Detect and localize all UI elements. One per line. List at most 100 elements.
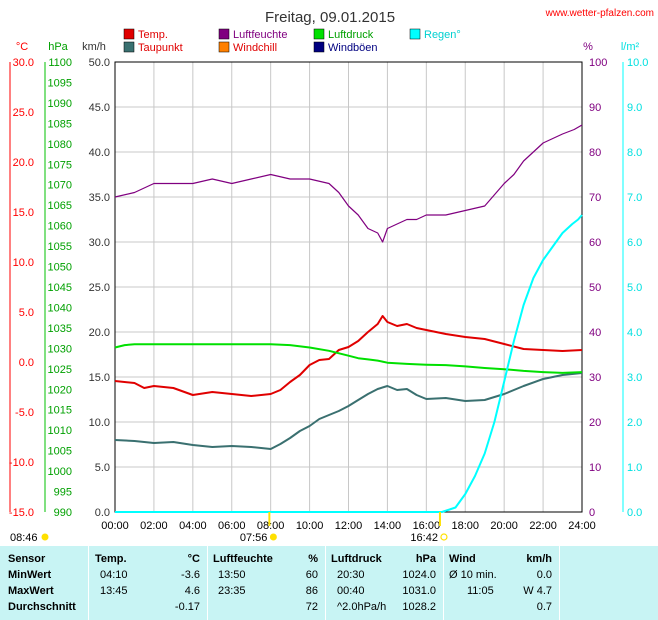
rain-tick-label: 7.0 xyxy=(627,192,642,204)
rain-tick-label: 3.0 xyxy=(627,372,642,384)
weather-chart: Freitag, 09.01.2015 www.wetter-pfalzen.c… xyxy=(9,8,654,544)
temp-tick-label: -5.0 xyxy=(15,407,34,419)
sun-markers: 08:46 07:56 16:42 xyxy=(10,512,448,544)
x-tick-label: 14:00 xyxy=(374,520,402,532)
pressure-tick-label: 1055 xyxy=(48,241,72,253)
legend-swatch xyxy=(123,28,135,40)
divider xyxy=(443,546,444,620)
moon-icon xyxy=(440,533,448,541)
pressure-tick-label: 1095 xyxy=(48,77,72,89)
legend-label: Windböen xyxy=(328,42,378,54)
series-line-3 xyxy=(114,343,583,374)
humidity-tick-label: 30 xyxy=(589,372,601,384)
pressure-unit: hPa xyxy=(48,41,68,53)
divider xyxy=(88,546,89,620)
rain-tick-label: 5.0 xyxy=(627,282,642,294)
x-tick-label: 08:00 xyxy=(257,520,285,532)
rain-tick-label: 1.0 xyxy=(627,462,642,474)
pressure-time: 20:30 xyxy=(337,569,365,581)
pressure-tick-label: 1010 xyxy=(48,425,72,437)
header-sensor: Sensor xyxy=(8,553,46,565)
stats-table: Sensor Temp. °C Luftfeuchte % Luftdruck … xyxy=(0,546,658,620)
temp-tick-label: -15.0 xyxy=(9,507,34,519)
legend-label: Luftdruck xyxy=(328,29,374,41)
temp-tick-label: 30.0 xyxy=(13,57,34,69)
x-tick-label: 00:00 xyxy=(101,520,129,532)
pressure-tick-label: 1000 xyxy=(48,466,72,478)
humidity-tick-label: 100 xyxy=(589,57,607,69)
pressure-tick-label: 1050 xyxy=(48,262,72,274)
rain-tick-label: 4.0 xyxy=(627,327,642,339)
wind-unit: km/h xyxy=(82,41,106,53)
header-wind: Wind xyxy=(449,553,476,565)
humidity-unit: % xyxy=(583,41,593,53)
pressure-tick-label: 1090 xyxy=(48,98,72,110)
wind-value: 0.7 xyxy=(536,601,552,613)
rain-tick-label: 9.0 xyxy=(627,102,642,114)
humidity-value: 86 xyxy=(305,585,318,597)
header-humidity-unit: % xyxy=(308,553,318,565)
legend-label: Windchill xyxy=(233,42,277,54)
wind-tick-label: 15.0 xyxy=(89,372,110,384)
temp-value: -0.17 xyxy=(174,601,200,613)
x-tick-label: 20:00 xyxy=(490,520,518,532)
humidity-value: 60 xyxy=(305,569,318,581)
sun-icon xyxy=(269,533,277,541)
row-label: MaxWert xyxy=(8,585,54,597)
series-line-0 xyxy=(114,315,583,397)
pressure-tick-label: 1060 xyxy=(48,221,72,233)
chart-title: Freitag, 09.01.2015 xyxy=(265,9,395,26)
pressure-tick-label: 1065 xyxy=(48,200,72,212)
legend-swatch xyxy=(313,41,325,53)
wind-label: Ø 10 min. xyxy=(449,569,497,581)
wind-tick-label: 25.0 xyxy=(89,282,110,294)
temp-tick-label: 20.0 xyxy=(13,157,34,169)
x-tick-label: 22:00 xyxy=(529,520,557,532)
x-tick-label: 10:00 xyxy=(296,520,324,532)
wind-tick-label: 20.0 xyxy=(89,327,110,339)
temp-tick-label: 0.0 xyxy=(19,357,34,369)
legend-label: Luftfeuchte xyxy=(233,29,287,41)
divider xyxy=(207,546,208,620)
rain-tick-label: 8.0 xyxy=(627,147,642,159)
rain-tick-label: 2.0 xyxy=(627,417,642,429)
pressure-tick-label: 1005 xyxy=(48,446,72,458)
wind-tick-label: 30.0 xyxy=(89,237,110,249)
pressure-value: 1028.2 xyxy=(402,601,436,613)
sunset-label: 16:42 xyxy=(410,532,438,544)
series-line-1 xyxy=(114,372,583,450)
rain-tick-label: 10.0 xyxy=(627,57,648,69)
rain-unit: l/m² xyxy=(621,41,640,53)
wind-tick-label: 0.0 xyxy=(95,507,110,519)
series-line-4 xyxy=(115,214,583,513)
wind-label: 11:05 xyxy=(467,585,494,597)
site-link[interactable]: www.wetter-pfalzen.com xyxy=(545,8,654,19)
header-humidity: Luftfeuchte xyxy=(213,553,273,565)
pressure-tick-label: 1075 xyxy=(48,159,72,171)
humidity-tick-label: 40 xyxy=(589,327,601,339)
humidity-value: 72 xyxy=(305,601,318,613)
wind-tick-label: 40.0 xyxy=(89,147,110,159)
sun-icon xyxy=(41,533,49,541)
pressure-tick-label: 995 xyxy=(54,487,72,499)
row-label: Durchschnitt xyxy=(8,601,76,613)
wind-tick-label: 45.0 xyxy=(89,102,110,114)
x-tick-label: 04:00 xyxy=(179,520,207,532)
pressure-tick-label: 1015 xyxy=(48,405,72,417)
row-label: MinWert xyxy=(8,569,52,581)
divider xyxy=(559,546,560,620)
divider xyxy=(325,546,326,620)
x-tick-label: 24:00 xyxy=(568,520,596,532)
temp-value: 4.6 xyxy=(184,585,200,597)
wind-tick-label: 5.0 xyxy=(95,462,110,474)
legend-swatch xyxy=(218,41,230,53)
wind-tick-label: 50.0 xyxy=(89,57,110,69)
sunrise-label: 08:46 xyxy=(10,532,38,544)
dawn-label: 07:56 xyxy=(240,532,268,544)
x-tick-label: 16:00 xyxy=(413,520,441,532)
humidity-tick-label: 50 xyxy=(589,282,601,294)
pressure-tick-label: 1100 xyxy=(48,57,72,69)
x-tick-label: 06:00 xyxy=(218,520,246,532)
legend-label: Regen° xyxy=(424,29,461,41)
temp-tick-label: 10.0 xyxy=(13,257,34,269)
